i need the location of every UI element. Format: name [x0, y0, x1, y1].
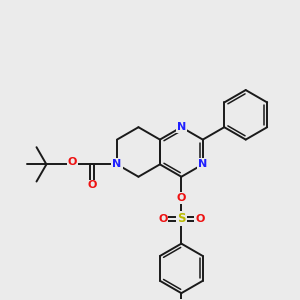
Text: O: O: [195, 214, 205, 224]
Text: O: O: [158, 214, 167, 224]
Text: O: O: [68, 158, 77, 167]
Text: N: N: [177, 122, 186, 132]
Text: O: O: [177, 193, 186, 203]
Text: O: O: [88, 180, 97, 190]
Text: N: N: [198, 159, 207, 170]
Text: S: S: [177, 212, 186, 225]
Text: N: N: [112, 159, 122, 170]
